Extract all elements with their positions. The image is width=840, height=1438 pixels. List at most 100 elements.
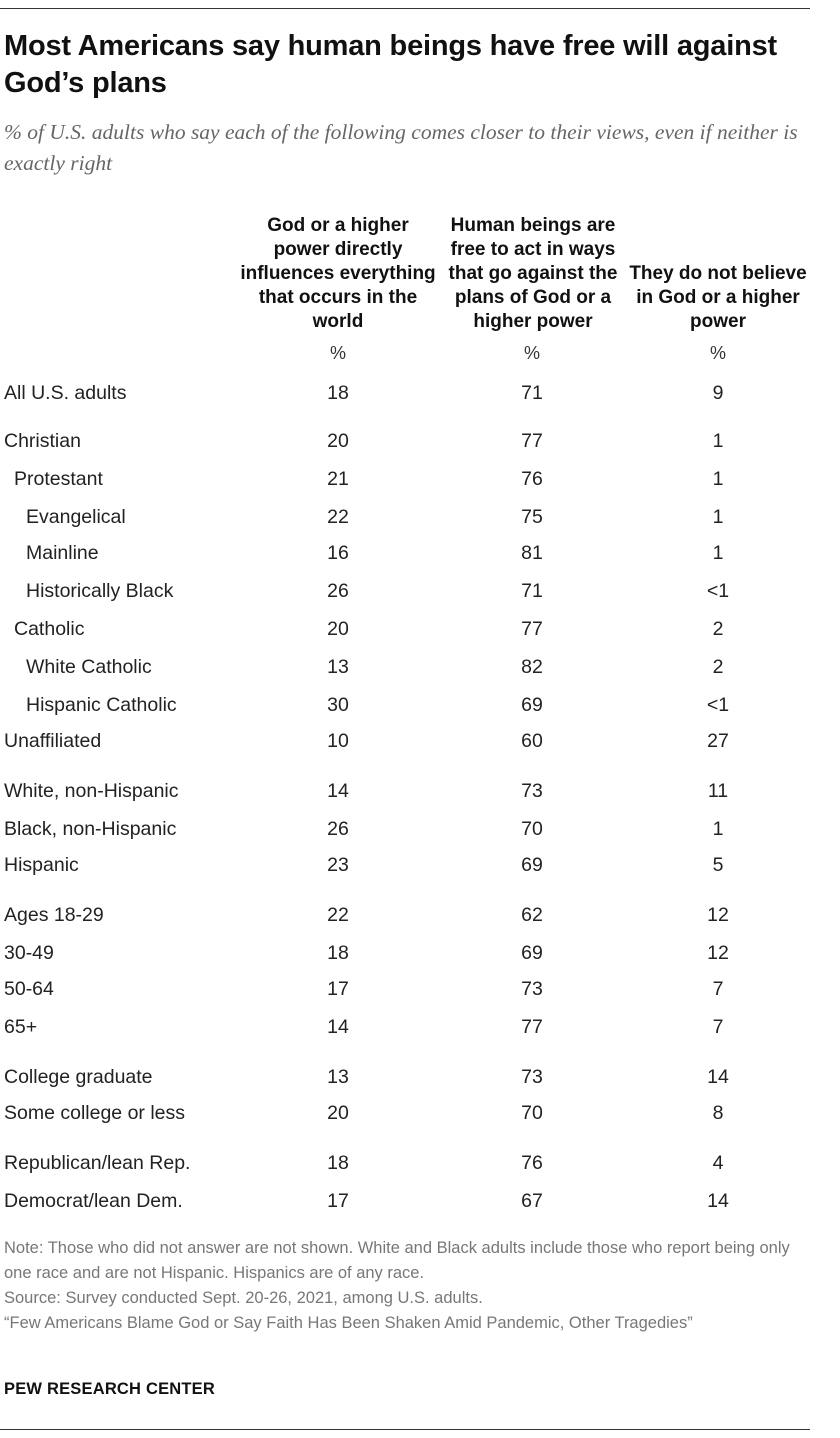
table-row: Protestant 21 76 1 <box>0 464 820 494</box>
table-cell-value: 71 <box>521 382 543 404</box>
unit-label-col-1: % <box>329 343 346 363</box>
row-label: Christian <box>4 430 81 452</box>
table-cell-value: 77 <box>521 1016 543 1038</box>
table-cell-value: <1 <box>706 694 730 716</box>
table-cell-value: 14 <box>707 1066 729 1088</box>
table-cell-value: 30 <box>327 694 349 716</box>
table-cell-value: 76 <box>521 1152 543 1174</box>
table-cell-value: 7 <box>712 978 724 1000</box>
table-cell-value: 13 <box>327 656 349 678</box>
bottom-rule <box>0 1429 810 1430</box>
row-label: Historically Black <box>26 580 174 602</box>
table-row: Evangelical 22 75 1 <box>0 502 820 532</box>
table-cell-value: 18 <box>327 1152 349 1174</box>
row-label: Republican/lean Rep. <box>4 1152 191 1174</box>
table-cell-value: 12 <box>707 942 729 964</box>
table-row: Mainline 16 81 1 <box>0 538 820 568</box>
source-note: Source: Survey conducted Sept. 20-26, 20… <box>4 1289 483 1307</box>
table-cell-value: 70 <box>521 1102 543 1124</box>
column-header-god-influences: God or a higher power directly influence… <box>240 215 436 332</box>
table-row: Some college or less 20 70 8 <box>0 1098 820 1128</box>
table-cell-value: 18 <box>327 382 349 404</box>
row-label: Catholic <box>14 618 85 640</box>
row-label: Evangelical <box>26 506 126 528</box>
row-label: College graduate <box>4 1066 153 1088</box>
table-cell-value: 75 <box>521 506 543 528</box>
column-header-no-belief: They do not believe in God or a higher p… <box>629 263 807 332</box>
chart-title: Most Americans say human beings have fre… <box>4 30 777 99</box>
row-label: Ages 18-29 <box>4 904 104 926</box>
table-row: All U.S. adults 18 71 9 <box>0 378 820 408</box>
table-row: 30-49 18 69 12 <box>0 938 820 968</box>
table-row: Republican/lean Rep. 18 76 4 <box>0 1148 820 1178</box>
table-cell-value: 77 <box>521 618 543 640</box>
table-cell-value: 76 <box>521 468 543 490</box>
table-cell-value: 12 <box>707 904 729 926</box>
table-cell-value: 22 <box>327 506 349 528</box>
row-label: 50-64 <box>4 978 54 1000</box>
row-label: Mainline <box>26 542 99 564</box>
table-row: Hispanic Catholic 30 69 <1 <box>0 690 820 720</box>
table-cell-value: 21 <box>327 468 349 490</box>
table-cell-value: 69 <box>521 854 543 876</box>
table-cell-value: 9 <box>712 382 724 404</box>
table-cell-value: 2 <box>712 656 724 678</box>
table-cell-value: 17 <box>327 1190 349 1212</box>
table-cell-value: 26 <box>327 580 349 602</box>
table-cell-value: 73 <box>521 1066 543 1088</box>
table-cell-value: 20 <box>327 618 349 640</box>
row-label: Some college or less <box>4 1102 186 1124</box>
table-cell-value: 5 <box>712 854 724 876</box>
row-label: Democrat/lean Dem. <box>4 1190 183 1212</box>
table-row: Democrat/lean Dem. 17 67 14 <box>0 1186 820 1216</box>
table-cell-value: 16 <box>327 542 349 564</box>
table-cell-value: 14 <box>707 1190 729 1212</box>
table-cell-value: 1 <box>712 542 724 564</box>
row-label: Protestant <box>14 468 103 490</box>
table-row: White Catholic 13 82 2 <box>0 652 820 682</box>
table-cell-value: 20 <box>327 430 349 452</box>
row-label: 30-49 <box>4 942 54 964</box>
row-label: Hispanic Catholic <box>26 694 177 716</box>
table-cell-value: 13 <box>327 1066 349 1088</box>
table-cell-value: 1 <box>712 430 724 452</box>
table-cell-value: 26 <box>327 818 349 840</box>
table-cell-value: 69 <box>521 694 543 716</box>
table-cell-value: 69 <box>521 942 543 964</box>
table-cell-value: 73 <box>521 978 543 1000</box>
table-cell-value: 77 <box>521 430 543 452</box>
table-cell-value: 8 <box>712 1102 724 1124</box>
table-cell-value: 14 <box>327 1016 349 1038</box>
unit-label-col-3: % <box>709 343 726 363</box>
row-label: 65+ <box>4 1016 38 1038</box>
table-cell-value: 22 <box>327 904 349 926</box>
row-label: Black, non-Hispanic <box>4 818 177 840</box>
table-row: Historically Black 26 71 <1 <box>0 576 820 606</box>
table-cell-value: 18 <box>327 942 349 964</box>
column-header-free-to-act: Human beings are free to act in ways tha… <box>448 215 618 332</box>
table-row: Unaffiliated 10 60 27 <box>0 726 820 756</box>
table-cell-value: 4 <box>712 1152 724 1174</box>
table-cell-value: 1 <box>712 468 724 490</box>
table-cell-value: 10 <box>327 730 349 752</box>
row-label: White Catholic <box>26 656 152 678</box>
footnote: Note: Those who did not answer are not s… <box>4 1239 790 1282</box>
table-cell-value: 20 <box>327 1102 349 1124</box>
table-row: 50-64 17 73 7 <box>0 974 820 1004</box>
table-cell-value: 62 <box>521 904 543 926</box>
table-cell-value: 11 <box>707 780 729 802</box>
table-cell-value: 1 <box>712 506 724 528</box>
publisher-brand: PEW RESEARCH CENTER <box>4 1380 215 1398</box>
row-label: All U.S. adults <box>4 382 127 404</box>
table-cell-value: 60 <box>521 730 543 752</box>
table-row: White, non-Hispanic 14 73 11 <box>0 776 820 806</box>
chart-subtitle: % of U.S. adults who say each of the fol… <box>4 120 798 175</box>
table-row: Black, non-Hispanic 26 70 1 <box>0 814 820 844</box>
table-row: Ages 18-29 22 62 12 <box>0 900 820 930</box>
table-cell-value: 67 <box>521 1190 543 1212</box>
report-citation: “Few Americans Blame God or Say Faith Ha… <box>4 1314 693 1332</box>
table-cell-value: 17 <box>327 978 349 1000</box>
table-cell-value: 71 <box>521 580 543 602</box>
table-cell-value: 73 <box>521 780 543 802</box>
table-row: Christian 20 77 1 <box>0 426 820 456</box>
